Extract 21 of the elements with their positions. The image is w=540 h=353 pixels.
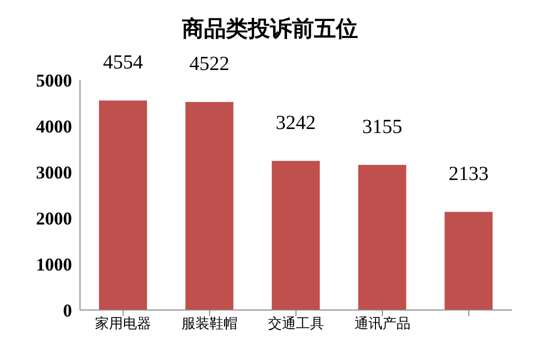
bar (444, 212, 493, 310)
bar (358, 164, 406, 310)
bar (99, 100, 147, 310)
data-label: 2133 (448, 162, 489, 185)
y-tick-label: 4000 (36, 116, 72, 136)
bar (272, 160, 320, 310)
y-tick-label: 2000 (36, 208, 72, 228)
chart-title: 商品类投诉前五位 (181, 15, 359, 44)
data-label: 4522 (189, 52, 230, 75)
y-tick-label: 0 (63, 300, 72, 320)
bar (185, 102, 234, 310)
y-tick-label: 1000 (36, 254, 72, 274)
data-label: 4554 (103, 52, 143, 74)
x-tick-label: 交通工具 (268, 316, 324, 332)
x-tick-label: 服装鞋帽 (182, 316, 238, 332)
data-label: 3155 (362, 116, 402, 138)
x-tick-label: 通讯产品 (354, 316, 410, 332)
data-label: 3242 (276, 112, 316, 134)
y-tick-label: 3000 (36, 162, 72, 182)
y-tick-label: 5000 (36, 70, 72, 90)
x-tick-label: 家用电器 (95, 316, 152, 332)
